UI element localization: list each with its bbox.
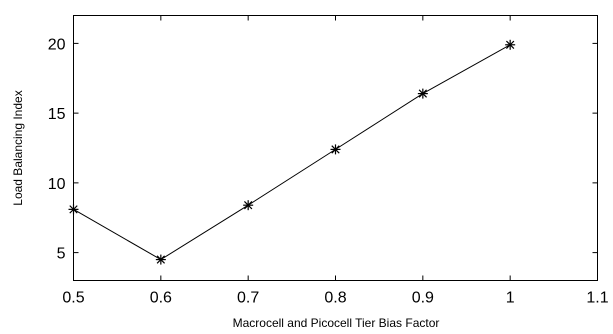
y-tick-label: 10 <box>48 176 66 193</box>
y-axis-label: Load Balancing Index <box>11 90 25 205</box>
data-point-marker <box>418 89 428 99</box>
data-point-marker <box>505 40 515 50</box>
x-tick-label: 0.6 <box>150 290 172 307</box>
y-tick-label: 20 <box>48 36 66 53</box>
y-tick-label: 15 <box>48 106 66 123</box>
data-point-marker <box>69 204 79 214</box>
y-axis-ticks: 5 10 15 20 <box>48 36 598 262</box>
x-tick-label: 0.9 <box>412 290 434 307</box>
data-point-marker <box>243 200 253 210</box>
data-point-marker <box>331 144 341 154</box>
data-point-marker <box>156 255 166 265</box>
series-group <box>69 40 516 265</box>
x-axis-ticks: 0.5 0.6 0.7 0.8 0.9 1 1.1 <box>62 16 608 307</box>
x-axis-label: Macrocell and Picocell Tier Bias Factor <box>233 316 440 330</box>
x-tick-label: 1.1 <box>586 290 608 307</box>
series-line <box>74 45 511 260</box>
x-tick-label: 0.5 <box>62 290 84 307</box>
y-tick-label: 5 <box>57 246 66 263</box>
x-tick-label: 0.7 <box>237 290 259 307</box>
x-tick-label: 1 <box>506 290 515 307</box>
x-tick-label: 0.8 <box>324 290 346 307</box>
